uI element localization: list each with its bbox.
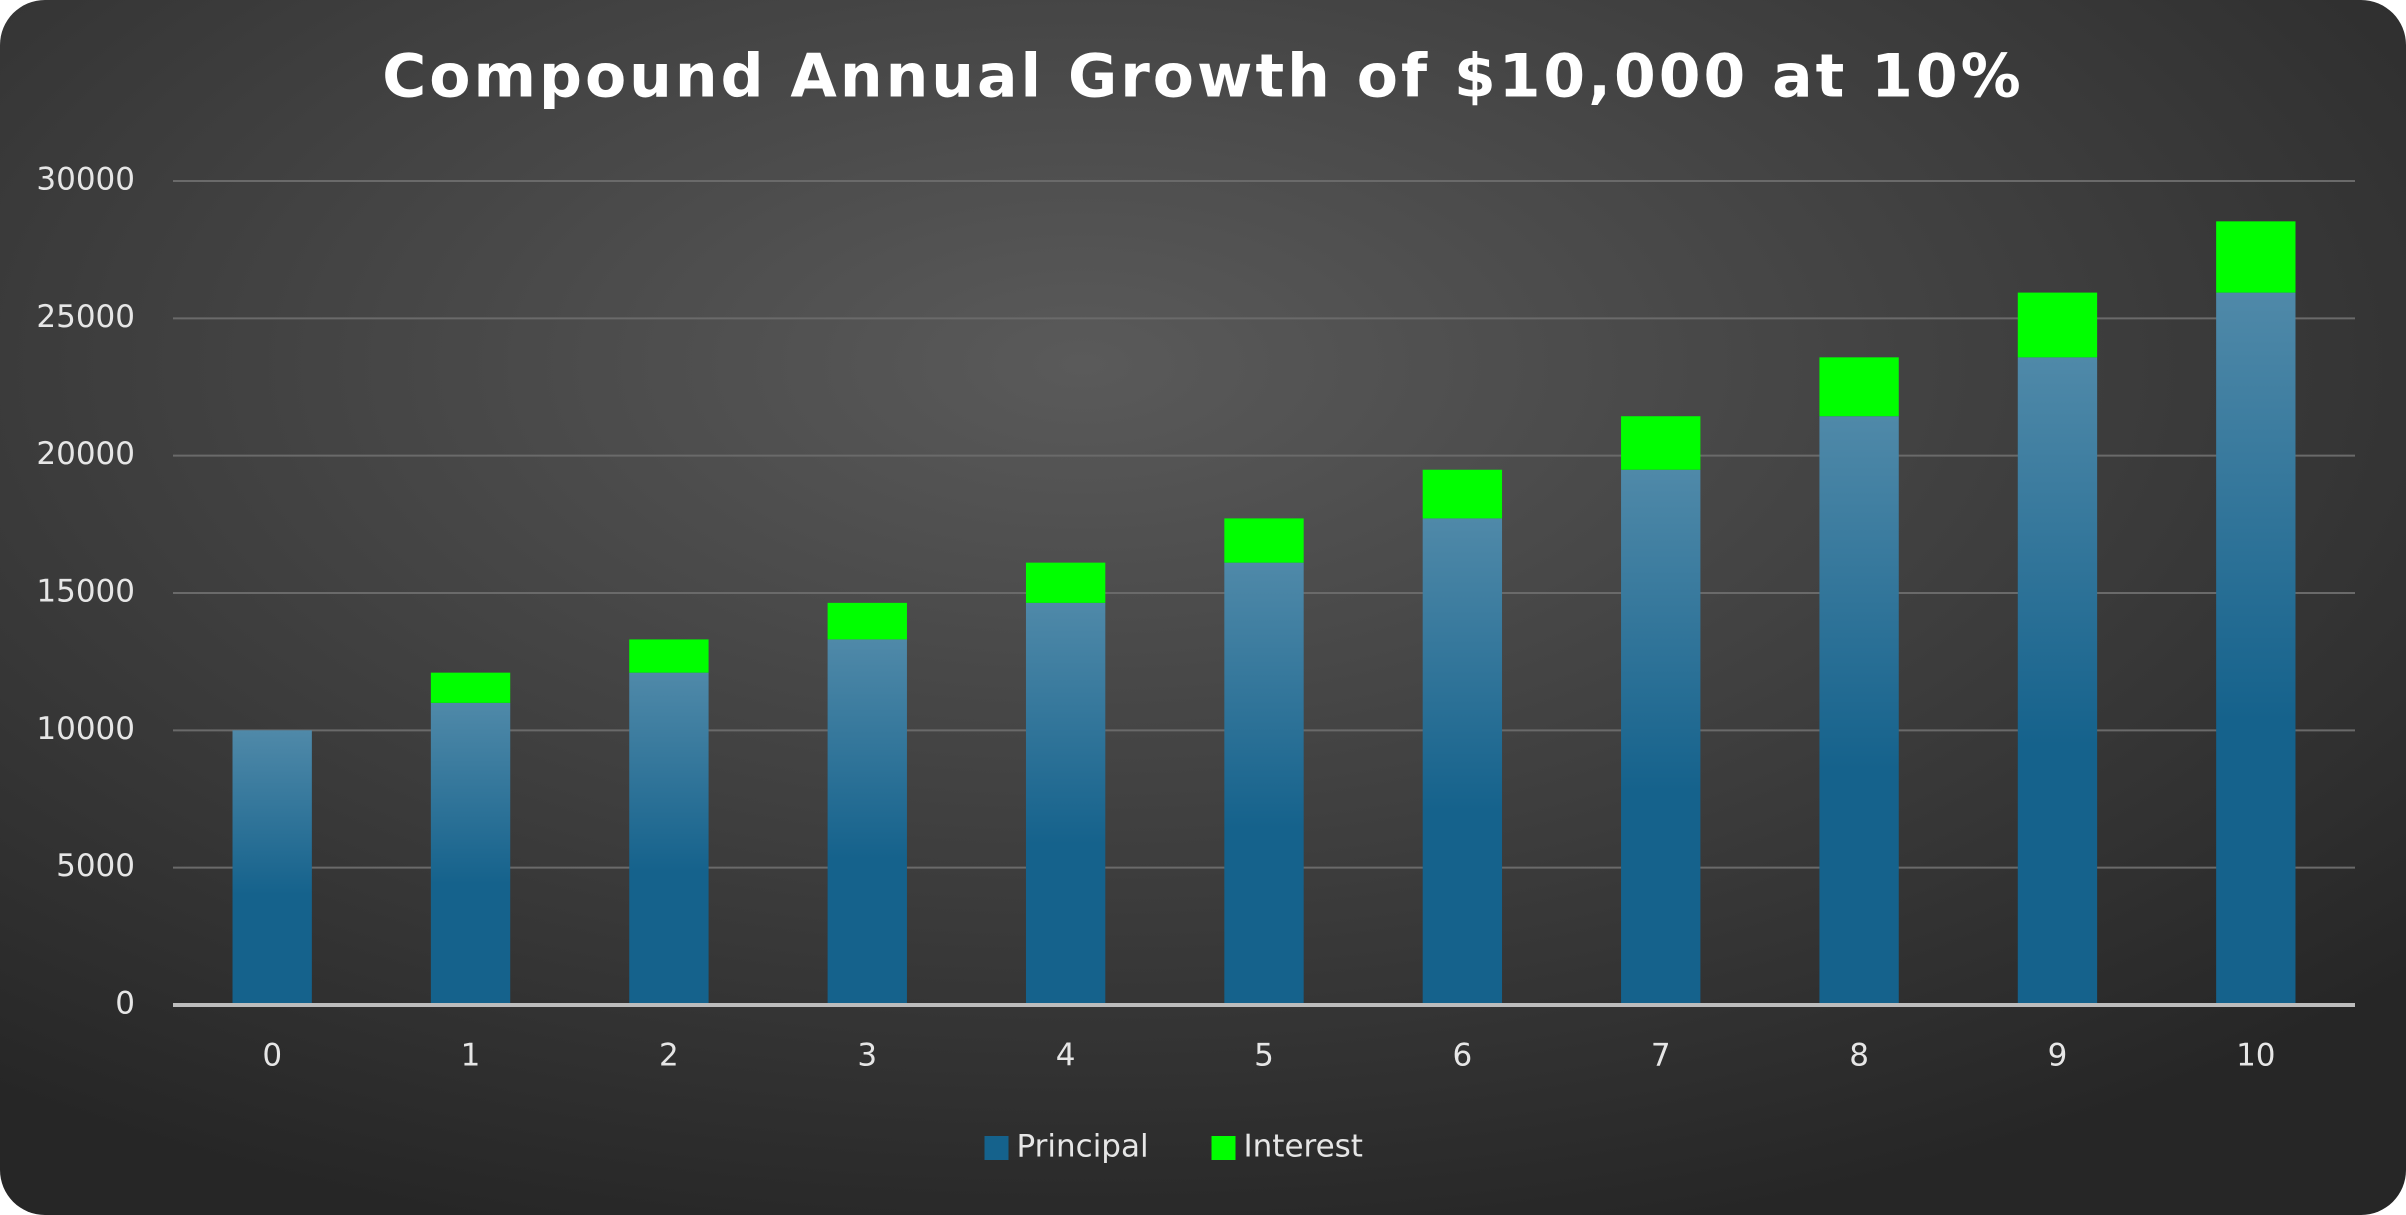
- x-tick-label: 3: [857, 1038, 877, 1074]
- legend-swatch: [984, 1136, 1009, 1160]
- bar-shine: [827, 639, 907, 1005]
- x-tick-label: 7: [1651, 1038, 1671, 1074]
- y-tick-label: 30000: [36, 162, 135, 198]
- legend-label: Principal: [1017, 1129, 1149, 1165]
- bar-shine: [629, 672, 709, 1005]
- y-tick-label: 15000: [36, 574, 135, 610]
- y-tick-label: 10000: [36, 711, 135, 747]
- bar-shine: [1422, 518, 1503, 1005]
- bar-shine: [1819, 416, 1899, 1005]
- x-tick-label: 6: [1452, 1038, 1472, 1074]
- y-tick-label: 5000: [56, 848, 135, 884]
- x-tick-label: 1: [461, 1038, 481, 1074]
- x-tick-label: 8: [1849, 1038, 1869, 1074]
- bar-segment: [629, 639, 709, 673]
- bar-segment: [1422, 469, 1503, 519]
- x-tick-label: 9: [2048, 1038, 2068, 1074]
- bar-shine: [2216, 292, 2296, 1006]
- bar-shine: [1025, 602, 1106, 1005]
- x-tick-label: 10: [2236, 1038, 2275, 1074]
- y-tick-label: 20000: [36, 436, 135, 472]
- bar-segment: [1224, 518, 1304, 563]
- x-tick-label: 0: [262, 1038, 282, 1074]
- x-tick-label: 2: [659, 1038, 679, 1074]
- chart-title: Compound Annual Growth of $10,000 at 10%: [382, 42, 2024, 112]
- x-tick-label: 5: [1254, 1038, 1274, 1074]
- legend-label: Interest: [1244, 1129, 1363, 1165]
- bar-shine: [430, 702, 511, 1005]
- bar-segment: [1025, 562, 1106, 603]
- bar-shine: [1621, 469, 1701, 1005]
- x-tick-label: 4: [1056, 1038, 1076, 1074]
- bar-segment: [1819, 357, 1899, 417]
- bar-segment: [827, 602, 907, 640]
- bar-shine: [2017, 357, 2098, 1005]
- bar-segment: [430, 672, 511, 703]
- bar-shine: [1224, 562, 1304, 1005]
- bar-segment: [2216, 221, 2296, 293]
- bar-segment: [2017, 292, 2098, 358]
- y-tick-label: 25000: [36, 299, 135, 335]
- y-tick-label: 0: [115, 986, 135, 1022]
- legend-swatch: [1211, 1136, 1236, 1160]
- bar-shine: [232, 730, 312, 1005]
- bar-segment: [1621, 416, 1701, 470]
